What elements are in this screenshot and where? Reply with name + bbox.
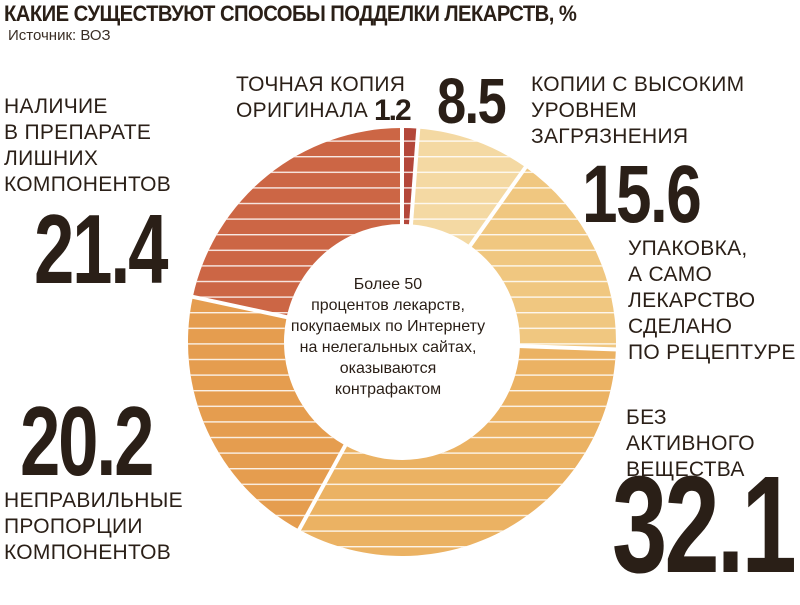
divider-prescription <box>467 164 529 249</box>
value-prescription: 15.6 <box>582 149 702 240</box>
label-wrong-proportions: НЕПРАВИЛЬНЫЕ ПРОПОРЦИИ КОМПОНЕНТОВ <box>4 489 183 564</box>
label-contaminated: КОПИИ С ВЫСОКИМ УРОВНЕМ ЗАГРЯЗНЕНИЯ <box>531 73 745 148</box>
label-exact-copy: ТОЧНАЯ КОПИЯ ОРИГИНАЛА <box>236 73 406 122</box>
slice-dividers <box>190 126 618 533</box>
chart-title: КАКИЕ СУЩЕСТВУЮТ СПОСОБЫ ПОДДЕЛКИ ЛЕКАРС… <box>4 1 577 26</box>
value-exact-copy: 1.2 <box>374 94 412 127</box>
chart-source: Источник: ВОЗ <box>8 27 111 44</box>
value-wrong-proportions: 20.2 <box>20 386 154 496</box>
label-prescription: УПАКОВКА, А САМО ЛЕКАРСТВО СДЕЛАНО ПО РЕ… <box>628 237 796 364</box>
label-no-active: БЕЗ АКТИВНОГО ВЕЩЕСТВА <box>626 406 755 481</box>
value-extra-components: 21.4 <box>34 194 168 304</box>
divider-extra <box>190 294 290 320</box>
divider-no_active <box>517 344 618 352</box>
divider-contaminated <box>408 126 421 227</box>
donut-chart <box>188 126 618 556</box>
value-no-active: 32.1 <box>612 448 797 602</box>
divider-wrong_prop <box>296 442 348 533</box>
value-contaminated: 8.5 <box>437 65 507 137</box>
center-note: Более 50 процентов лекарств, покупаемых … <box>290 276 486 398</box>
label-extra-components: НАЛИЧИЕ В ПРЕПАРАТЕ ЛИШНИХ КОМПОНЕНТОВ <box>4 95 172 196</box>
